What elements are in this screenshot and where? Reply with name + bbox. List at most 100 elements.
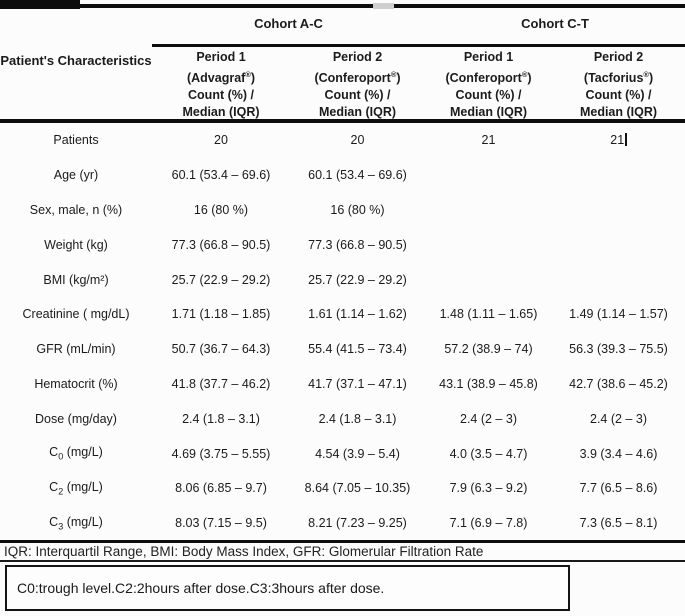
table-cell[interactable]: 20 — [290, 133, 425, 147]
row-label[interactable]: Creatinine ( mg/dL) — [0, 307, 152, 321]
table-row: Sex, male, n (%) 16 (80 %) 16 (80 %) — [0, 193, 685, 228]
table-cell[interactable]: 42.7 (38.6 – 45.2) — [552, 377, 685, 391]
table-cell[interactable]: 56.3 (39.3 – 75.5) — [552, 342, 685, 356]
row-label[interactable]: Patients — [0, 133, 152, 147]
registered-mark: ® — [390, 70, 397, 79]
table-cell[interactable]: 7.3 (6.5 – 8.1) — [552, 516, 685, 530]
row-label[interactable]: C3 (mg/L) — [0, 515, 152, 532]
table-cell[interactable]: 3.9 (3.4 – 4.6) — [552, 447, 685, 461]
table-row: Hematocrit (%) 41.8 (37.7 – 46.2) 41.7 (37… — [0, 367, 685, 402]
row-label-subscript: 2 — [58, 486, 64, 497]
period-label: Period 2 — [332, 50, 383, 64]
row-label[interactable]: Weight (kg) — [0, 238, 152, 252]
table-cell[interactable]: 41.8 (37.7 – 46.2) — [152, 377, 290, 391]
cell-value: 1.61 (1.14 – 1.62) — [308, 307, 407, 322]
table-row: C3 (mg/L) 8.03 (7.15 – 9.5) 8.21 (7.23 – 9… — [0, 506, 685, 541]
text-cursor[interactable] — [625, 133, 627, 147]
median-line: Median (IQR) — [318, 105, 397, 120]
table-cell[interactable]: 77.3 (66.8 – 90.5) — [152, 238, 290, 252]
table-cell[interactable]: 21 — [552, 133, 685, 147]
table-cell[interactable]: 20 — [152, 133, 290, 147]
period-label: Period 1 — [196, 50, 246, 64]
table-cell[interactable]: 55.4 (41.5 – 73.4) — [290, 342, 425, 356]
median-line: Median (IQR) — [449, 105, 528, 120]
cell-value: 1.71 (1.18 – 1.85) — [171, 307, 271, 322]
table-cell[interactable]: 16 (80 %) — [290, 203, 425, 217]
table-cell[interactable]: 8.21 (7.23 – 9.25) — [290, 516, 425, 530]
registered-mark: ® — [245, 70, 251, 79]
table-cell[interactable]: 60.1 (53.4 – 69.6) — [290, 168, 425, 182]
table-cell[interactable]: 50.7 (36.7 – 64.3) — [152, 342, 290, 356]
drug-label: (Conferoport®) — [445, 70, 532, 86]
row-label[interactable]: C2 (mg/L) — [0, 480, 152, 497]
row-label[interactable]: Hematocrit (%) — [0, 377, 152, 391]
table-cell[interactable]: 1.48 (1.11 – 1.65) — [425, 307, 552, 321]
cell-value: 2.4 (2 – 3) — [590, 411, 647, 426]
cell-value: 8.21 (7.23 – 9.25) — [308, 516, 407, 531]
table-cell[interactable]: 8.64 (7.05 – 10.35) — [290, 481, 425, 495]
table-row: Creatinine ( mg/dL) 1.71 (1.18 – 1.85) 1.6… — [0, 297, 685, 332]
table-cell[interactable]: 4.69 (3.75 – 5.55) — [152, 447, 290, 461]
column-header-period2-tacforius[interactable]: Period 2 (Tacforius®) Count (%) / Median… — [552, 49, 685, 121]
table-cell[interactable]: 1.61 (1.14 – 1.62) — [290, 307, 425, 321]
row-label[interactable]: GFR (mL/min) — [0, 342, 152, 356]
table-cell[interactable]: 77.3 (66.8 – 90.5) — [290, 238, 425, 252]
table-cell[interactable]: 21 — [425, 133, 552, 147]
table-cell[interactable]: 7.9 (6.3 – 9.2) — [425, 481, 552, 495]
cell-value: 8.64 (7.05 – 10.35) — [304, 481, 411, 496]
note-box[interactable]: C0:trough level.C2:2hours after dose.C3:… — [5, 565, 570, 611]
cell-value: 2.4 (1.8 – 3.1) — [182, 411, 260, 426]
table-row: Weight (kg) 77.3 (66.8 – 90.5) 77.3 (66.8 … — [0, 227, 685, 262]
row-label[interactable]: C0 (mg/L) — [0, 445, 152, 462]
cohort-underline — [152, 44, 685, 47]
row-label-text: GFR (mL/min) — [36, 342, 116, 357]
column-header-period2-conferoport[interactable]: Period 2 (Conferoport®) Count (%) / Medi… — [290, 49, 425, 121]
table-cell[interactable]: 4.54 (3.9 – 5.4) — [290, 447, 425, 461]
table-bottom-border — [0, 540, 685, 543]
table-cell[interactable]: 25.7 (22.9 – 29.2) — [290, 273, 425, 287]
drug-label: (Tacforius®) — [583, 70, 654, 86]
row-label[interactable]: BMI (kg/m²) — [0, 273, 152, 287]
table-cell[interactable]: 16 (80 %) — [152, 203, 290, 217]
table-cell[interactable]: 1.71 (1.18 – 1.85) — [152, 307, 290, 321]
cell-value: 41.8 (37.7 – 46.2) — [171, 376, 271, 391]
table-cell[interactable]: 1.49 (1.14 – 1.57) — [552, 307, 685, 321]
cell-value: 57.2 (38.9 – 74) — [444, 342, 533, 357]
table-cell[interactable]: 2.4 (1.8 – 3.1) — [290, 412, 425, 426]
table-cell[interactable]: 60.1 (53.4 – 69.6) — [152, 168, 290, 182]
table-cell[interactable]: 2.4 (1.8 – 3.1) — [152, 412, 290, 426]
row-label-subscript: 3 — [58, 521, 64, 532]
table-cell[interactable]: 4.0 (3.5 – 4.7) — [425, 447, 552, 461]
cell-value: 21 — [610, 133, 625, 148]
count-line: Count (%) / — [455, 88, 522, 103]
row-label-text: Dose (mg/day) — [35, 411, 117, 426]
period-header-row: Period 1 (Advagraf®) Count (%) / Median … — [152, 49, 685, 121]
cell-value: 50.7 (36.7 – 64.3) — [171, 342, 271, 357]
table-cell[interactable]: 43.1 (38.9 – 45.8) — [425, 377, 552, 391]
column-header-period1-advagraf[interactable]: Period 1 (Advagraf®) Count (%) / Median … — [152, 49, 290, 121]
count-line: Count (%) / — [188, 88, 254, 103]
period-label: Period 1 — [463, 50, 514, 64]
table-cell[interactable]: 2.4 (2 – 3) — [552, 412, 685, 426]
table-cell[interactable]: 8.06 (6.85 – 9.7) — [152, 481, 290, 495]
table-corner-header: Patient's Characteristics — [0, 53, 152, 68]
table-cell[interactable]: 7.7 (6.5 – 8.6) — [552, 481, 685, 495]
cell-value: 20 — [214, 133, 228, 148]
row-label[interactable]: Age (yr) — [0, 168, 152, 182]
table-cell[interactable]: 41.7 (37.1 – 47.1) — [290, 377, 425, 391]
table-cell[interactable]: 8.03 (7.15 – 9.5) — [152, 516, 290, 530]
cell-value: 7.7 (6.5 – 8.6) — [579, 481, 658, 496]
column-header-period1-conferoport[interactable]: Period 1 (Conferoport®) Count (%) / Medi… — [425, 49, 552, 121]
table-cell[interactable]: 57.2 (38.9 – 74) — [425, 342, 552, 356]
row-label-text: C — [49, 480, 59, 495]
table-row: C0 (mg/L) 4.69 (3.75 – 5.55) 4.54 (3.9 – 5… — [0, 436, 685, 471]
drug-label: (Conferoport®) — [314, 70, 401, 86]
abbreviations-note[interactable]: IQR: Interquartil Range, BMI: Body Mass … — [4, 544, 484, 559]
row-label[interactable]: Sex, male, n (%) — [0, 203, 152, 217]
table-cell[interactable]: 2.4 (2 – 3) — [425, 412, 552, 426]
table-cell[interactable]: 7.1 (6.9 – 7.8) — [425, 516, 552, 530]
row-label[interactable]: Dose (mg/day) — [0, 412, 152, 426]
table-cell[interactable]: 25.7 (22.9 – 29.2) — [152, 273, 290, 287]
row-label-unit: (mg/L) — [63, 445, 103, 460]
